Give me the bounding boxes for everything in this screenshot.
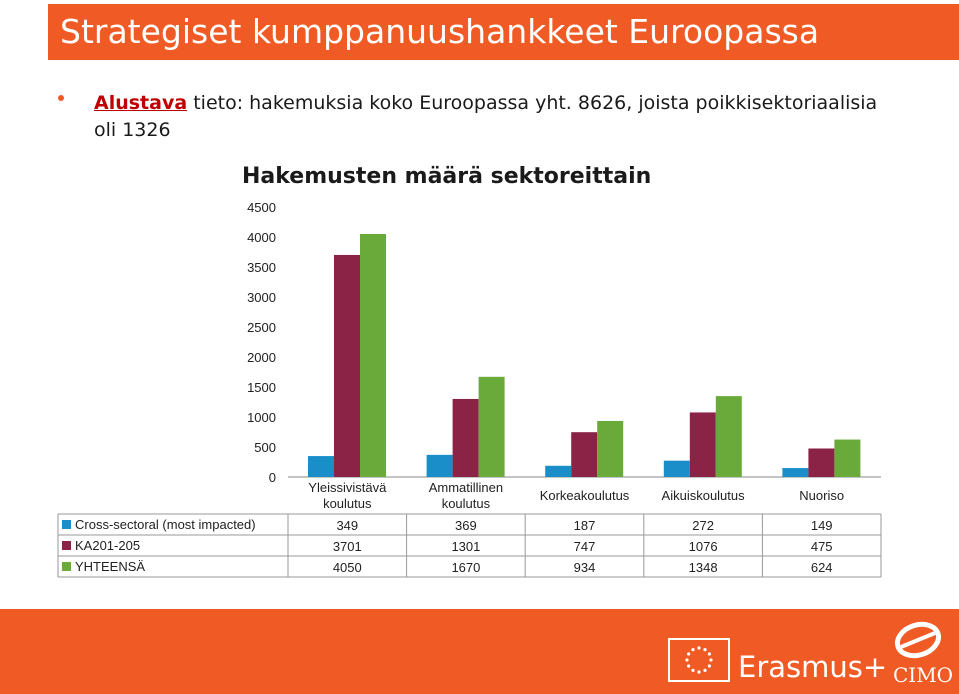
table-cell-value: 4050 [333,560,362,575]
table-cell-value: 349 [336,518,358,533]
x-category-label: koulutus [323,496,372,511]
x-category-label: Korkeakoulutus [540,488,630,503]
x-category-label: Ammatillinen [429,480,503,495]
y-tick-label: 3000 [247,290,276,305]
bullet-body: tieto: hakemuksia koko Euroopassa yht. 8… [94,92,878,141]
y-tick-label: 500 [254,440,276,455]
bar-0-2 [545,465,572,477]
legend-swatch-0 [62,520,71,529]
bar-2-4 [834,439,861,477]
table-cell-value: 475 [811,539,833,554]
y-tick-label: 2000 [247,350,276,365]
footer-bar [0,609,959,694]
x-category-label: Yleissivistävä [308,480,387,495]
table-cell-value: 624 [811,560,833,575]
y-tick-label: 2500 [247,320,276,335]
x-category-label: Aikuiskoulutus [662,488,746,503]
bar-1-4 [808,448,835,477]
erasmus-plus-logo: Erasmus+ [738,650,888,684]
eu-flag-icon [668,638,730,682]
x-category-label: koulutus [442,496,491,511]
cimo-emblem-icon [893,621,943,659]
y-tick-label: 4000 [247,230,276,245]
y-tick-label: 1000 [247,410,276,425]
bar-1-0 [334,254,360,477]
legend-label-2: YHTEENSÄ [75,559,145,574]
bar-2-1 [478,376,505,477]
chart-title: Hakemusten määrä sektoreittain [242,164,652,189]
legend-label-0: Cross-sectoral (most impacted) [75,517,256,532]
legend-label-1: KA201-205 [75,538,140,553]
bar-1-3 [689,412,716,477]
bullet-text: Alustava tieto: hakemuksia koko Euroopas… [94,90,894,144]
bar-2-2 [597,420,624,477]
y-tick-label: 0 [269,470,276,485]
table-cell-value: 1301 [451,539,480,554]
bar-chart: 0 500 1000 1500 2000 2500 3000 3500 4000 4500 Ylei… [57,200,882,578]
table-cell-value: 747 [574,539,596,554]
table-cell-value: 272 [692,518,714,533]
y-tick-label: 4500 [247,200,276,215]
bar-0-1 [426,454,453,477]
cimo-logo: CIMO [893,663,954,687]
legend-swatch-1 [62,541,71,550]
slide-title: Strategiset kumppanuushankkeet Euroopass… [60,12,820,51]
table-cell-value: 1076 [689,539,718,554]
bar-2-0 [360,234,386,477]
bullet-marker [58,95,64,101]
bar-1-2 [571,432,598,477]
alustava-link[interactable]: Alustava [94,92,188,114]
y-tick-label: 1500 [247,380,276,395]
table-cell-value: 934 [574,560,596,575]
table-cell-value: 369 [455,518,477,533]
table-cell-value: 1670 [451,560,480,575]
title-bar [48,4,959,60]
bar-0-4 [782,468,809,477]
table-cell-value: 187 [574,518,596,533]
bar-0-0 [308,456,334,477]
table-cell-value: 1348 [689,560,718,575]
bar-1-1 [452,398,479,477]
bar-2-3 [715,396,742,477]
bar-0-3 [663,460,690,477]
legend-swatch-2 [62,562,71,571]
table-cell-value: 149 [811,518,833,533]
x-category-label: Nuoriso [799,488,844,503]
y-tick-label: 3500 [247,260,276,275]
table-cell-value: 3701 [333,539,362,554]
